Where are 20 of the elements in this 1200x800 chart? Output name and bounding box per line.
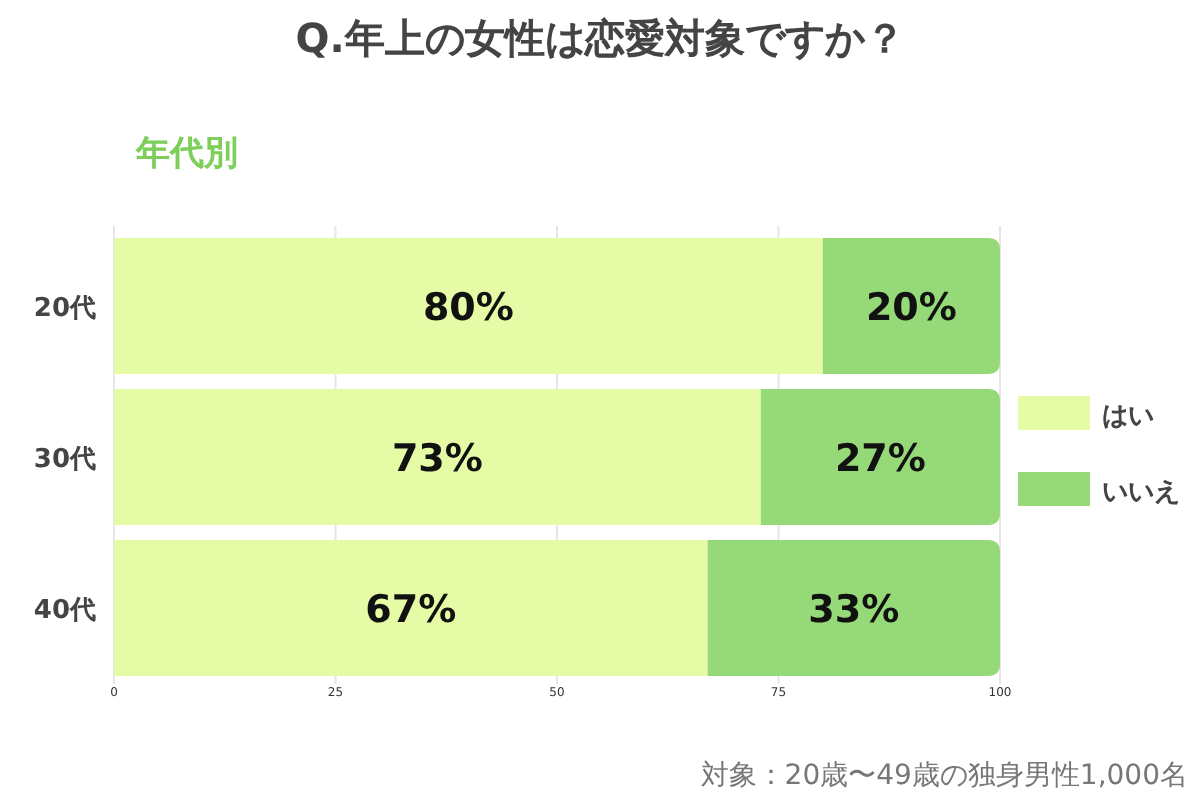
chart-title: Q.年上の女性は恋愛対象ですか？ — [295, 14, 905, 62]
legend-label: はい — [1102, 402, 1154, 432]
data-label: 80% — [422, 286, 514, 330]
legend-label: いいえ — [1102, 478, 1180, 508]
data-label: 33% — [808, 588, 900, 632]
data-label: 20% — [865, 286, 957, 330]
bar — [707, 540, 1000, 676]
bar — [760, 389, 1000, 525]
data-label: 73% — [391, 437, 483, 481]
bar — [822, 238, 1000, 374]
chart-subtitle: 年代別 — [134, 134, 238, 174]
bar — [114, 540, 708, 676]
text: 対象：20歳〜49歳の独身男性1,000名 — [700, 760, 1188, 792]
y-tick-label: 20代 — [33, 294, 96, 324]
data-label: 67% — [365, 588, 457, 632]
y-tick-label: 30代 — [33, 445, 96, 475]
bar — [114, 389, 761, 525]
y-tick-label: 40代 — [33, 596, 96, 626]
data-label: 27% — [834, 437, 926, 481]
bar — [114, 238, 823, 374]
